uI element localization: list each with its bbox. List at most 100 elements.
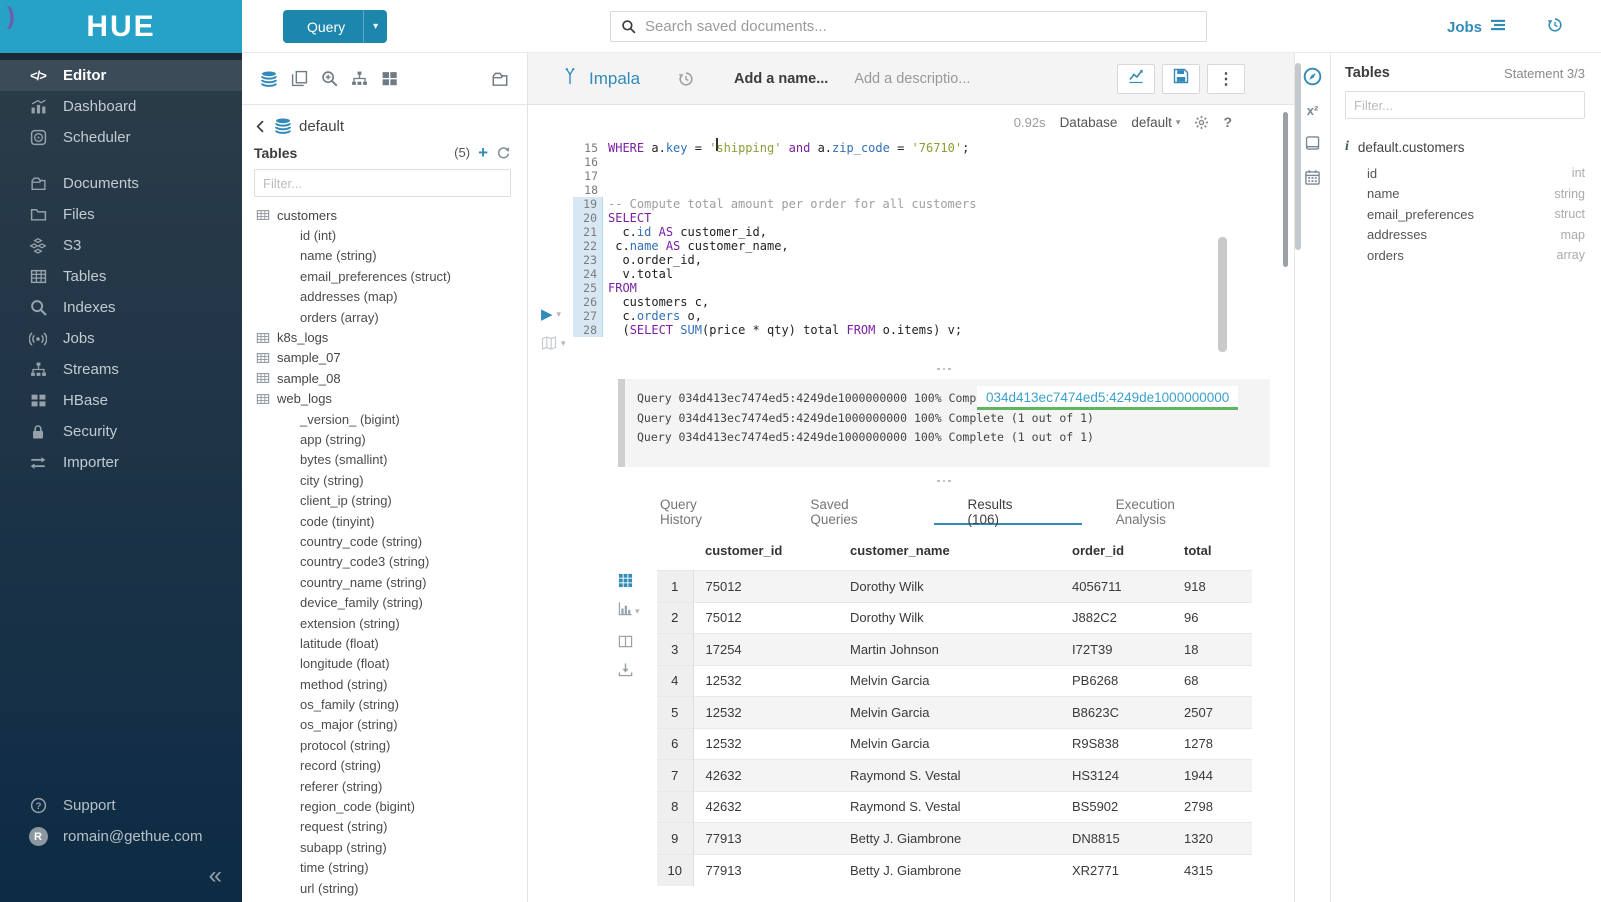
tree-column-item[interactable]: client_ip (string): [254, 490, 511, 510]
chart-button[interactable]: [1117, 63, 1155, 94]
back-chevron-icon[interactable]: [254, 120, 267, 133]
hue-logo[interactable]: HUE ): [0, 0, 242, 53]
tree-column-item[interactable]: request (string): [254, 817, 511, 837]
database-select[interactable]: default ▾: [1131, 114, 1181, 130]
column-header[interactable]: customer_id: [705, 543, 783, 558]
apps-grid-icon[interactable]: [381, 70, 398, 87]
search-input[interactable]: [645, 18, 1196, 35]
presentation-options-icon[interactable]: ▾: [561, 337, 566, 348]
sidebar-item-support[interactable]: ? Support: [0, 790, 242, 821]
sidebar-item-streams[interactable]: Streams: [0, 354, 242, 385]
column-header[interactable]: [657, 537, 693, 571]
tree-column-item[interactable]: addresses (map): [254, 287, 511, 307]
tree-column-item[interactable]: app (string): [254, 429, 511, 449]
right-filter-input[interactable]: [1345, 91, 1585, 119]
zoom-plus-icon[interactable]: [321, 70, 338, 87]
column-item-id[interactable]: id int: [1345, 163, 1585, 184]
column-item-addresses[interactable]: addresses map: [1345, 225, 1585, 246]
tree-table-item[interactable]: web_logs: [254, 389, 511, 409]
column-item-orders[interactable]: orders array: [1345, 245, 1585, 266]
sql-editor[interactable]: 15 16 17 18 19 20 21 22 23 24 25 26 27 28 WHERE a.key…: [573, 138, 1294, 337]
functions-icon[interactable]: x²: [1306, 103, 1319, 118]
engine-selector[interactable]: Impala: [560, 66, 640, 91]
documents-copy-icon[interactable]: [291, 70, 308, 87]
active-table-row[interactable]: i default.customers: [1345, 139, 1585, 155]
tree-column-item[interactable]: longitude (float): [254, 654, 511, 674]
tree-column-item[interactable]: record (string): [254, 756, 511, 776]
tree-column-item[interactable]: device_family (string): [254, 592, 511, 612]
tree-column-item[interactable]: user_agent (string): [254, 898, 511, 902]
databases-icon[interactable]: [260, 70, 278, 88]
sidebar-item-editor[interactable]: </> Editor: [0, 60, 242, 91]
sidebar-item-s3[interactable]: S3: [0, 230, 242, 261]
tree-column-item[interactable]: time (string): [254, 858, 511, 878]
column-item-email-preferences[interactable]: email_preferences struct: [1345, 204, 1585, 225]
tree-table-item[interactable]: sample_07: [254, 348, 511, 368]
assist-compass-icon[interactable]: [1303, 67, 1322, 86]
sidebar-item-importer[interactable]: Importer: [0, 447, 242, 478]
refresh-icon[interactable]: [496, 145, 511, 160]
sidebar-item-jobs[interactable]: Jobs: [0, 323, 242, 354]
settings-gear-icon[interactable]: [1194, 115, 1209, 130]
tab-execution-analysis[interactable]: Execution Analysis: [1115, 497, 1175, 527]
schedule-icon[interactable]: [1304, 169, 1321, 186]
column-item-name[interactable]: name string: [1345, 184, 1585, 205]
tree-column-item[interactable]: method (string): [254, 674, 511, 694]
query-name-field[interactable]: Add a name...: [734, 70, 829, 87]
tree-column-item[interactable]: subapp (string): [254, 837, 511, 857]
grid-view-icon[interactable]: [618, 573, 657, 588]
tree-column-item[interactable]: referer (string): [254, 776, 511, 796]
save-button[interactable]: [1162, 63, 1200, 94]
tree-column-item[interactable]: bytes (smallint): [254, 450, 511, 470]
log-resize-handle[interactable]: [618, 365, 1270, 373]
columns-view-icon[interactable]: [618, 634, 657, 649]
tree-column-item[interactable]: email_preferences (struct): [254, 266, 511, 286]
tree-column-item[interactable]: protocol (string): [254, 735, 511, 755]
tree-column-item[interactable]: city (string): [254, 470, 511, 490]
tree-table-item[interactable]: sample_08: [254, 368, 511, 388]
download-icon[interactable]: [618, 662, 657, 677]
tree-table-item[interactable]: k8s_logs: [254, 327, 511, 347]
sidebar-item-indexes[interactable]: Indexes: [0, 292, 242, 323]
tree-column-item[interactable]: country_name (string): [254, 572, 511, 592]
more-actions-button[interactable]: ⋮: [1207, 63, 1245, 94]
query-history-icon[interactable]: [678, 71, 694, 87]
query-button[interactable]: Query ▾: [283, 10, 388, 43]
jobs-link[interactable]: Jobs: [1447, 17, 1506, 37]
results-resize-handle[interactable]: [618, 477, 1270, 485]
query-description-field[interactable]: Add a descriptio...: [854, 70, 971, 87]
sidebar-item-hbase[interactable]: HBase: [0, 385, 242, 416]
panel-scrollbar[interactable]: [1283, 112, 1288, 267]
history-icon[interactable]: [1547, 17, 1563, 38]
search-bar[interactable]: [610, 11, 1207, 42]
tree-column-item[interactable]: _version_ (bigint): [254, 409, 511, 429]
sitemap-icon[interactable]: [351, 70, 368, 87]
folder-open-icon[interactable]: [491, 70, 509, 88]
tree-column-item[interactable]: os_family (string): [254, 694, 511, 714]
tab-results-106[interactable]: Results (106): [933, 491, 1082, 527]
tree-table-item[interactable]: customers: [254, 205, 511, 225]
sidebar-item-scheduler[interactable]: Scheduler: [0, 122, 242, 153]
tab-query-history[interactable]: Query History: [660, 497, 703, 527]
presentation-mode-icon[interactable]: [541, 335, 557, 351]
editor-scrollbar[interactable]: [1218, 237, 1227, 352]
column-header[interactable]: total: [1184, 543, 1212, 558]
add-table-icon[interactable]: +: [478, 143, 488, 162]
collapse-sidebar-icon[interactable]: «: [208, 862, 222, 889]
job-id-link[interactable]: 034d413ec7474ed5:4249de1000000000: [977, 386, 1239, 410]
tree-column-item[interactable]: url (string): [254, 878, 511, 898]
tab-saved-queries[interactable]: Saved Queries: [810, 497, 858, 527]
tree-column-item[interactable]: os_major (string): [254, 715, 511, 735]
execute-button[interactable]: ▶: [541, 306, 553, 323]
sidebar-item-documents[interactable]: Documents: [0, 168, 242, 199]
tree-column-item[interactable]: name (string): [254, 246, 511, 266]
tree-column-item[interactable]: latitude (float): [254, 633, 511, 653]
main-scrollbar[interactable]: [1295, 63, 1301, 250]
chevron-down-icon[interactable]: ▾: [373, 21, 379, 32]
tree-column-item[interactable]: country_code (string): [254, 531, 511, 551]
tree-column-item[interactable]: orders (array): [254, 307, 511, 327]
tables-filter-input[interactable]: [254, 169, 511, 197]
sidebar-item-tables[interactable]: Tables: [0, 261, 242, 292]
sidebar-item-user[interactable]: R romain@gethue.com: [0, 821, 242, 852]
breadcrumb-database[interactable]: default: [299, 117, 345, 135]
